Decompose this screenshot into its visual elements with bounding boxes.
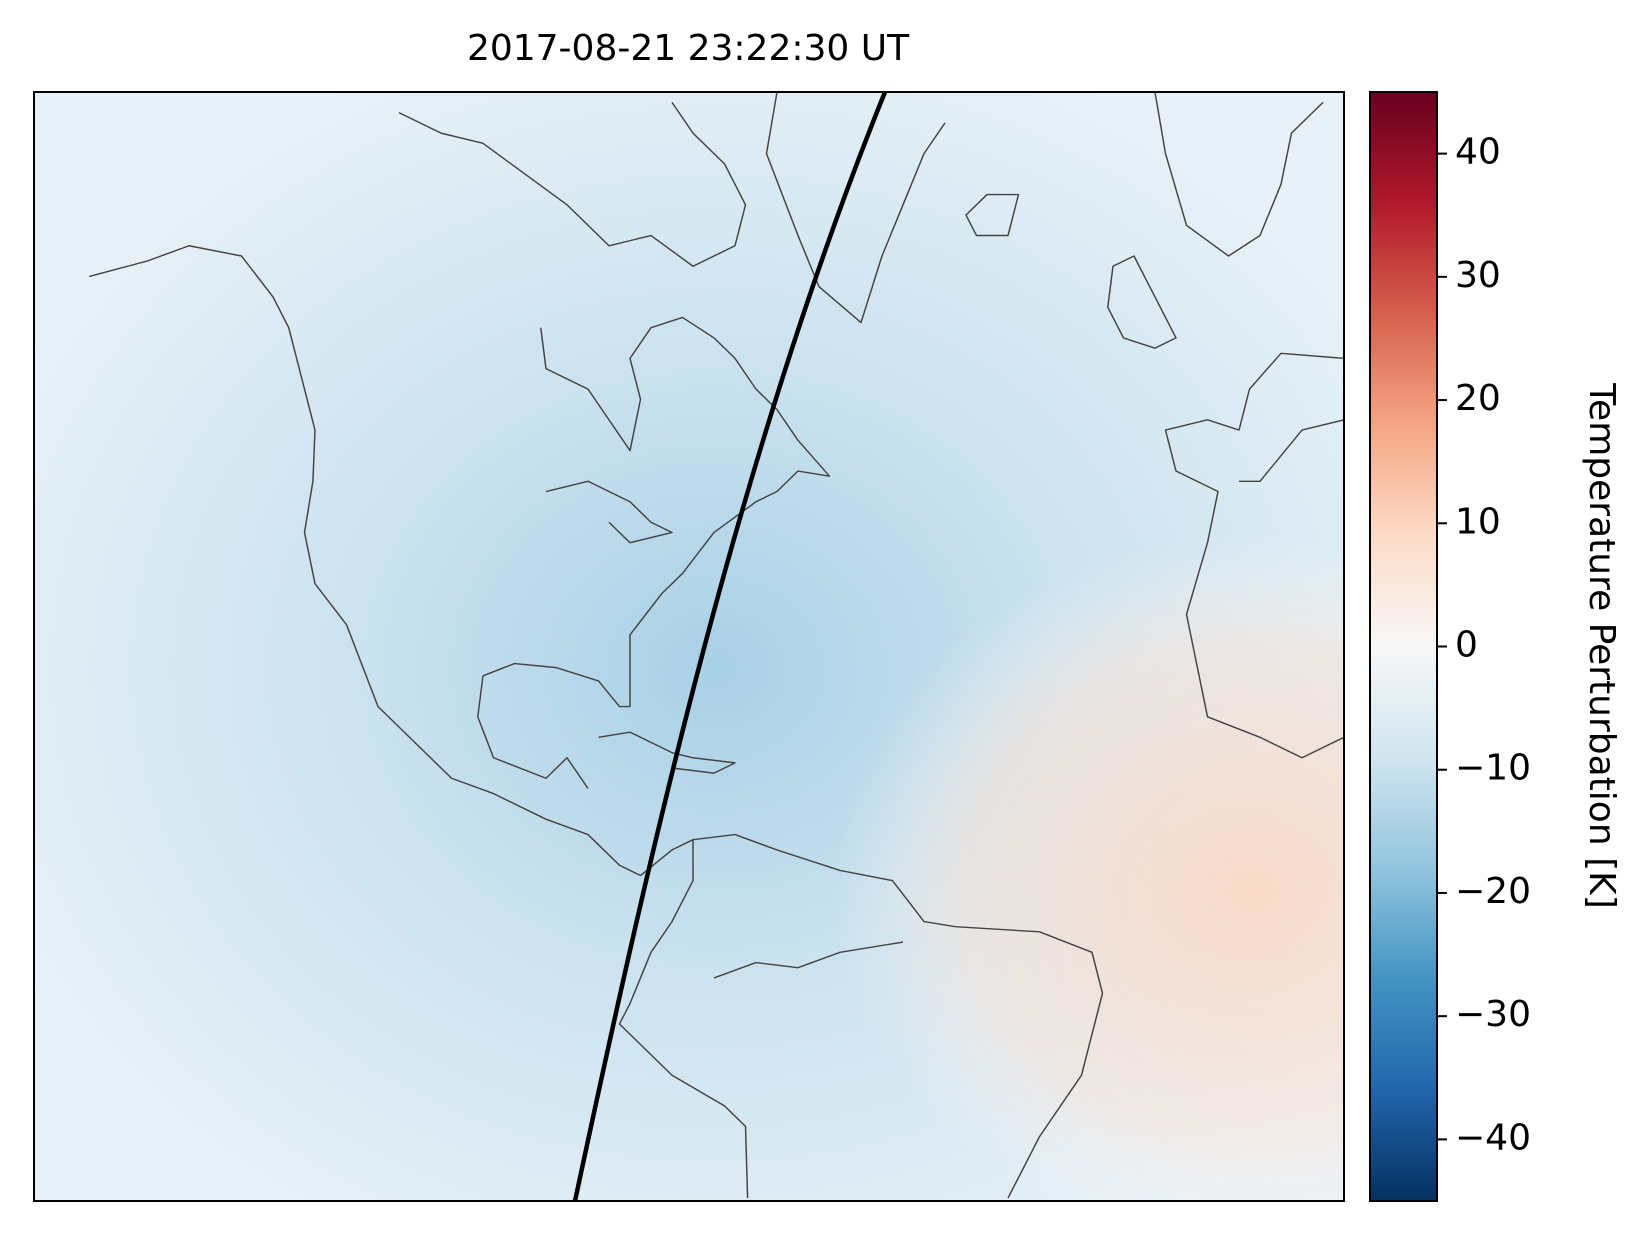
colorbar-tick-label: 30 bbox=[1455, 255, 1501, 296]
colorbar-tick-label: −40 bbox=[1455, 1117, 1531, 1158]
colorbar-tick-label: −30 bbox=[1455, 994, 1531, 1035]
map bbox=[34, 92, 1344, 1201]
colorbar-scale bbox=[1369, 91, 1438, 1202]
map-frame bbox=[33, 91, 1345, 1202]
colorbar-tick-label: −20 bbox=[1455, 871, 1531, 912]
colorbar: −40 −30 −20 −10 0 10 20 30 40 bbox=[1369, 91, 1531, 1202]
colorbar-tick-label: 40 bbox=[1455, 132, 1501, 173]
terminator-line bbox=[572, 92, 888, 1201]
coastlines bbox=[89, 92, 1344, 1199]
colorbar-tick-label: 0 bbox=[1455, 625, 1478, 666]
colorbar-tick-label: 20 bbox=[1455, 378, 1501, 419]
warm-region bbox=[34, 92, 1344, 1201]
colorbar-tick-label: −10 bbox=[1455, 748, 1531, 789]
colorbar-tick-label: 10 bbox=[1455, 501, 1501, 542]
map-title: 2017-08-21 23:22:30 UT bbox=[467, 28, 910, 69]
colorbar-label: Temperature Perturbation [K] bbox=[1581, 382, 1622, 909]
